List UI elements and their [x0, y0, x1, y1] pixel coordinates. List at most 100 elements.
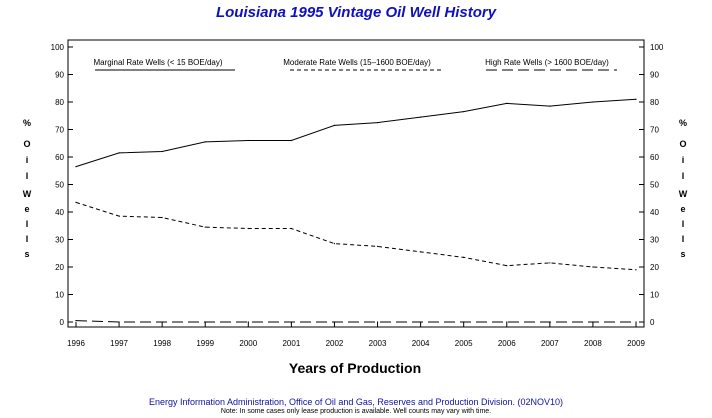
series-1-point	[463, 111, 465, 113]
y-label-left-char: O	[23, 139, 30, 149]
legend-label-1: Marginal Rate Wells (< 15 BOE/day)	[93, 58, 222, 67]
x-tick-label: 2000	[239, 339, 257, 348]
series-line-1	[75, 98, 637, 168]
x-tick-label: 1999	[196, 339, 214, 348]
x-tick-label: 1998	[153, 339, 171, 348]
y-tick-label-left: 10	[55, 291, 64, 300]
y-tick-label-left: 90	[55, 71, 64, 80]
x-tick-label: 2006	[498, 339, 516, 348]
source-credit: Energy Information Administration, Offic…	[148, 397, 564, 407]
series-2-point	[506, 265, 508, 267]
series-1-point	[204, 141, 206, 143]
series-3-point	[75, 320, 77, 322]
y-tick-label-left: 70	[55, 126, 64, 135]
x-tick-label: 1997	[110, 339, 128, 348]
chart-title: Louisiana 1995 Vintage Oil Well History	[215, 4, 497, 21]
y-tick-label-left: 60	[55, 153, 64, 162]
y-label-right-char: l	[682, 219, 685, 229]
plot-frame	[67, 39, 645, 328]
series-2-point	[118, 215, 120, 217]
x-tick-label: 2002	[326, 339, 344, 348]
series-1-point	[420, 116, 422, 118]
series-3-point	[161, 321, 163, 323]
y-label-right-char: W	[679, 189, 688, 199]
y-tick-label-right: 60	[650, 153, 659, 162]
y-label-left-char: l	[26, 234, 29, 244]
series-2-point	[75, 201, 77, 203]
y-label-right-char: %	[679, 118, 687, 128]
y-label-right-char: i	[682, 155, 685, 165]
series-3-point	[506, 321, 508, 323]
series-1-point	[549, 105, 551, 107]
y-tick-label-right: 10	[650, 291, 659, 300]
x-tick-label: 2004	[412, 339, 430, 348]
x-axis: 1996 1997 1998 1999 2000 2001 2002 2003 2004 2005…	[67, 322, 645, 348]
series-2-point	[592, 266, 594, 268]
series-line-3	[75, 320, 636, 323]
series-2-point	[161, 216, 163, 219]
y-tick-label-right: 50	[650, 181, 659, 190]
series-3-point	[420, 321, 422, 323]
x-tick-label: 2009	[627, 339, 645, 348]
series-1-point	[75, 166, 77, 168]
x-tick-label: 1996	[67, 339, 85, 348]
y-label-left-char: l	[26, 219, 29, 229]
series-3-point	[463, 321, 465, 323]
footnote: Note: In some cases only lease productio…	[220, 408, 492, 415]
series-1-point	[506, 102, 508, 104]
y-axis-left: 0 10 20 30 40 50 60 70 80 90 100	[51, 43, 73, 327]
y-label-left-char: l	[26, 171, 29, 181]
x-tick-label: 2007	[541, 339, 559, 348]
series-2-point	[333, 243, 336, 245]
y-tick-label-left: 100	[51, 43, 65, 52]
series-3-point	[290, 321, 292, 323]
y-tick-label-right: 0	[650, 318, 655, 327]
y-tick-label-left: 30	[55, 236, 64, 245]
y-tick-label-right: 20	[650, 263, 659, 272]
y-tick-label-right: 70	[650, 126, 659, 135]
y-tick-label-right: 40	[650, 208, 659, 217]
y-tick-label-left: 20	[55, 263, 64, 272]
series-2-point	[376, 245, 379, 247]
plot-border	[67, 39, 645, 328]
series-2-point	[635, 269, 637, 271]
series-2-point	[420, 251, 422, 253]
series-1-point	[118, 152, 120, 154]
x-axis-label: Years of Production	[289, 360, 421, 376]
y-label-right-char: l	[682, 234, 685, 244]
series-3-point	[333, 321, 336, 323]
series-3-point	[204, 321, 206, 323]
y-label-left-char: i	[26, 155, 29, 165]
series-1-point	[333, 124, 336, 126]
x-tick-label: 2001	[282, 339, 300, 348]
series-1-point	[592, 101, 594, 103]
legend: Marginal Rate Wells (< 15 BOE/day) Modera…	[93, 58, 617, 71]
x-tick-label: 2008	[584, 339, 602, 348]
y-label-right-char: l	[682, 171, 685, 181]
y-label-right-char: e	[680, 204, 685, 214]
y-tick-label-left: 40	[55, 208, 64, 217]
y-tick-label-right: 100	[650, 43, 664, 52]
y-axis-right: 0 10 20 30 40 50 60 70 80 90 100	[639, 43, 664, 327]
series-2-point	[290, 227, 292, 230]
y-tick-label-left: 80	[55, 98, 64, 107]
y-tick-label-left: 50	[55, 181, 64, 190]
legend-label-2: Moderate Rate Wells (15–1600 BOE/day)	[283, 58, 431, 67]
series-3-point	[118, 321, 120, 323]
y-label-left-char: %	[23, 118, 31, 128]
series-1-point	[635, 98, 637, 100]
series-2-point	[247, 227, 249, 230]
series-1-point	[247, 139, 249, 142]
y-tick-label-left: 0	[60, 318, 65, 327]
y-tick-label-right: 90	[650, 71, 659, 80]
series-1-point	[161, 150, 163, 153]
series-3-point	[549, 321, 551, 323]
legend-label-3: High Rate Wells (> 1600 BOE/day)	[485, 58, 609, 67]
y-tick-label-right: 30	[650, 236, 659, 245]
series-2-point	[463, 256, 465, 258]
x-tick-label: 2003	[369, 339, 387, 348]
x-tick-label: 2005	[455, 339, 473, 348]
y-label-right-char: O	[679, 139, 686, 149]
